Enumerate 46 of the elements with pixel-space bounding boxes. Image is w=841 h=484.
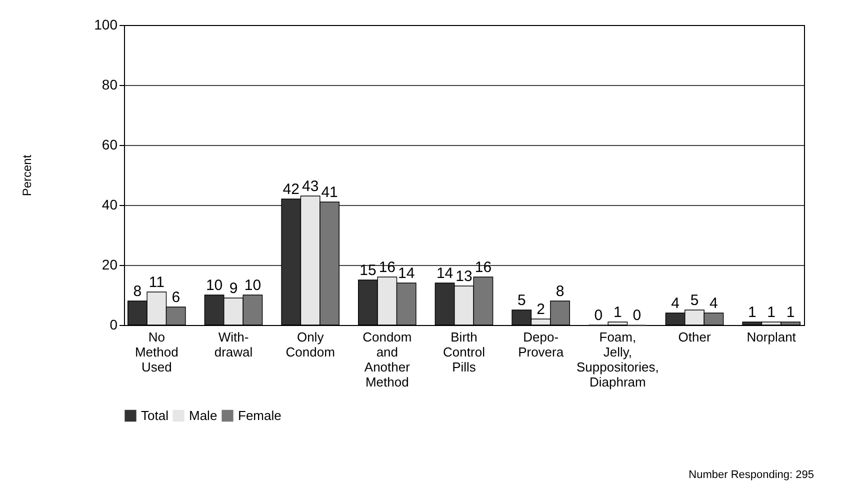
data-label: 14 — [398, 265, 415, 282]
data-label: 13 — [456, 268, 472, 285]
y-tick-label: 40 — [102, 196, 118, 212]
data-label: 1 — [614, 304, 622, 321]
data-label: 0 — [594, 307, 603, 324]
data-label: 10 — [206, 277, 223, 294]
legend-label: Male — [189, 408, 218, 423]
data-label: 8 — [133, 283, 142, 300]
data-label: 5 — [690, 292, 699, 309]
data-label: 4 — [671, 295, 680, 312]
data-label: 9 — [229, 280, 238, 297]
x-tick-label: With- drawal — [214, 330, 253, 360]
data-label: 6 — [172, 289, 180, 306]
x-tick-label: No Method Used — [134, 330, 178, 374]
data-label: 43 — [302, 178, 319, 195]
data-label: 5 — [517, 292, 526, 309]
data-label: 41 — [321, 184, 338, 201]
data-label: 10 — [244, 277, 262, 294]
data-label: 8 — [556, 283, 564, 300]
x-tick-label: Norplant — [746, 330, 796, 344]
data-label: 4 — [710, 295, 718, 312]
x-tick-label: Birth Control Pills — [443, 330, 486, 374]
data-label: 14 — [436, 265, 454, 282]
y-tick-label: 100 — [94, 16, 118, 32]
y-tick-label: 20 — [102, 256, 118, 272]
y-tick-label: 80 — [102, 76, 118, 92]
data-label: 1 — [748, 304, 756, 321]
legend-label: Total — [141, 408, 169, 423]
x-tick-label: Other — [678, 330, 712, 344]
x-tick-label: Depo- Provera — [518, 330, 564, 360]
data-label: 1 — [767, 304, 776, 321]
x-tick-label: Foam, Jelly, Suppositories, Diaphram — [576, 330, 659, 390]
y-tick-label: 0 — [110, 316, 118, 332]
data-label: 15 — [360, 262, 376, 279]
data-label: 0 — [632, 307, 642, 324]
y-tick-label: 60 — [102, 136, 118, 152]
data-label: 42 — [282, 181, 300, 198]
legend-label: Female — [238, 408, 282, 423]
x-tick-label: Condom and Another Method — [362, 330, 412, 390]
x-tick-label: Only Condom — [286, 330, 335, 360]
y-axis-title: Percent — [20, 154, 34, 196]
data-label: 11 — [148, 274, 164, 291]
text: Number Responding: 295 — [688, 469, 814, 481]
bar — [608, 322, 628, 326]
data-label: 2 — [536, 301, 546, 318]
data-label: 1 — [786, 304, 795, 321]
